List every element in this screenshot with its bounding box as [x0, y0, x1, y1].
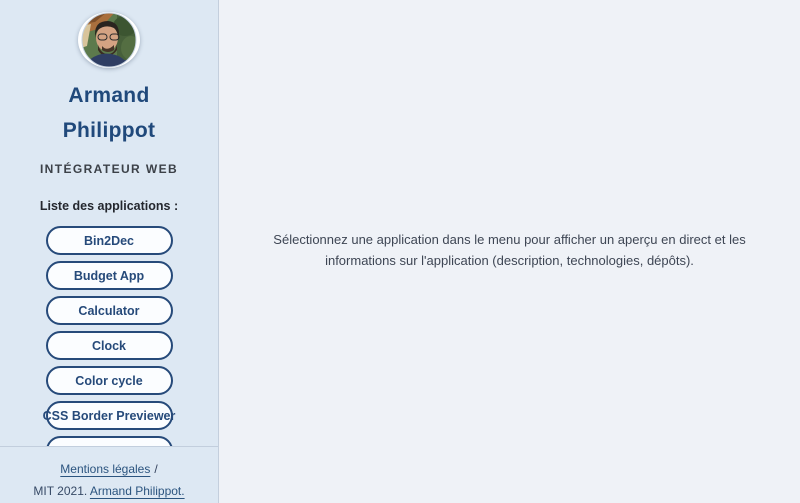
sidebar: Armand Philippot INTÉGRATEUR WEB Liste d… — [0, 0, 219, 503]
app-button-css-border-previewer[interactable]: CSS Border Previewer — [43, 401, 175, 430]
app-button-partial[interactable] — [45, 436, 173, 446]
person-name: Armand Philippot — [62, 84, 156, 142]
author-link[interactable]: Armand Philippot. — [89, 484, 185, 498]
app-list-label: Liste des applications : — [39, 199, 179, 213]
main-area: Sélectionnez une application dans le men… — [219, 0, 800, 503]
app-button-bin2dec[interactable]: Bin2Dec — [45, 226, 173, 255]
job-title: INTÉGRATEUR WEB — [39, 162, 179, 176]
app-list: Bin2Dec Budget App Calculator Clock Colo… — [0, 226, 218, 446]
app-button-calculator[interactable]: Calculator — [45, 296, 173, 325]
placeholder-message: Sélectionnez une application dans le men… — [273, 231, 746, 268]
copyright-line: MIT 2021. Armand Philippot. — [0, 483, 218, 500]
sidebar-footer: Mentions légales / MIT 2021. Armand Phili… — [0, 446, 218, 503]
app-button-color-cycle[interactable]: Color cycle — [45, 366, 173, 395]
legal-link[interactable]: Mentions légales — [60, 462, 151, 476]
avatar-photo-icon — [81, 12, 137, 68]
copyright-text: MIT 2021. — [33, 484, 88, 498]
legal-line: Mentions légales / — [0, 461, 218, 478]
app-button-budget-app[interactable]: Budget App — [45, 261, 173, 290]
app-button-clock[interactable]: Clock — [45, 331, 173, 360]
avatar — [78, 12, 140, 68]
footer-separator: / — [154, 462, 158, 476]
